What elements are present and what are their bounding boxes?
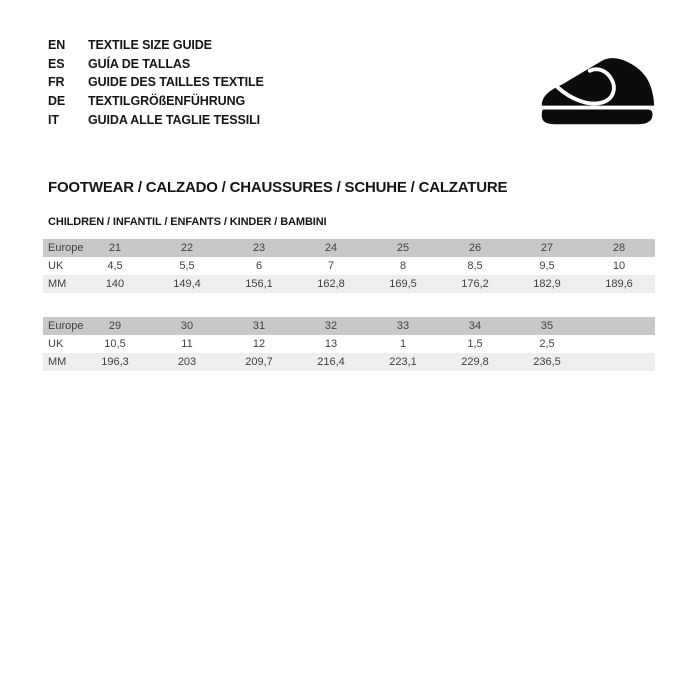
size-cell: 236,5: [511, 353, 583, 371]
size-cell: 13: [295, 335, 367, 353]
size-cell: 28: [583, 239, 655, 257]
language-row: FR GUIDE DES TAILLES TEXTILE: [48, 73, 264, 92]
language-row: DE TEXTILGRÖßENFÜHRUNG: [48, 92, 264, 111]
row-label: Europe: [43, 317, 83, 335]
size-cell: 12: [223, 335, 295, 353]
size-cell: 24: [295, 239, 367, 257]
shoe-icon-svg: [541, 58, 655, 125]
row-label: Europe: [43, 239, 83, 257]
row-label: MM: [43, 275, 79, 293]
size-cell: 26: [439, 239, 511, 257]
row-label: UK: [43, 335, 79, 353]
size-cell: 4,5: [79, 257, 151, 275]
size-cell: 32: [295, 317, 367, 335]
size-cell: 29: [79, 317, 151, 335]
size-cell: 35: [511, 317, 583, 335]
size-cell: [583, 335, 655, 353]
size-cell: 223,1: [367, 353, 439, 371]
children-size-table-1: Europe 21 22 23 24 25 26 27 28 UK 4,5 5,5 6 7 8 8,5 9,5 1…: [43, 239, 655, 293]
size-cell: 149,4: [151, 275, 223, 293]
section-title: FOOTWEAR / CALZADO / CHAUSSURES / SCHUHE…: [48, 179, 508, 196]
size-cell: 189,6: [583, 275, 655, 293]
size-cell: 8,5: [439, 257, 511, 275]
size-cell: 9,5: [511, 257, 583, 275]
size-cell: 162,8: [295, 275, 367, 293]
size-cell: 31: [223, 317, 295, 335]
size-cell: 23: [223, 239, 295, 257]
size-cell: 27: [511, 239, 583, 257]
size-cell: 1: [367, 335, 439, 353]
size-cell: 10: [583, 257, 655, 275]
size-cell: 169,5: [367, 275, 439, 293]
size-cell: 203: [151, 353, 223, 371]
size-cell: 216,4: [295, 353, 367, 371]
size-cell: 30: [151, 317, 223, 335]
size-cell: 7: [295, 257, 367, 275]
size-cell: [583, 353, 655, 371]
language-guide-list: EN TEXTILE SIZE GUIDE ES GUÍA DE TALLAS FR GU…: [48, 36, 264, 129]
language-code: DE: [48, 94, 66, 109]
size-cell: 176,2: [439, 275, 511, 293]
size-cell: 1,5: [439, 335, 511, 353]
language-row: IT GUIDA ALLE TAGLIE TESSILI: [48, 110, 264, 129]
size-cell: 209,7: [223, 353, 295, 371]
table-row: MM 140 149,4 156,1 162,8 169,5 176,2 182,9 189,6: [43, 275, 655, 293]
language-row: EN TEXTILE SIZE GUIDE: [48, 36, 264, 55]
language-label: TEXTILGRÖßENFÜHRUNG: [88, 94, 246, 109]
table-row: Europe 21 22 23 24 25 26 27 28: [43, 239, 655, 257]
table-row: Europe 29 30 31 32 33 34 35: [43, 317, 655, 335]
language-label: TEXTILE SIZE GUIDE: [88, 38, 212, 53]
shoe-icon: [534, 48, 658, 126]
size-cell: 140: [79, 275, 151, 293]
table-row: MM 196,3 203 209,7 216,4 223,1 229,8 236,5: [43, 353, 655, 371]
language-label: GUÍA DE TALLAS: [88, 56, 191, 71]
size-cell: 156,1: [223, 275, 295, 293]
language-label: GUIDA ALLE TAGLIE TESSILI: [88, 112, 261, 127]
size-cell: 10,5: [79, 335, 151, 353]
language-code: FR: [48, 75, 65, 90]
size-cell: 21: [79, 239, 151, 257]
size-cell: 33: [367, 317, 439, 335]
language-code: EN: [48, 38, 66, 53]
size-cell: 6: [223, 257, 295, 275]
shoe-upper-shape: [541, 58, 655, 106]
children-size-table-2: Europe 29 30 31 32 33 34 35 UK 10,5 11 12 13 1 1,5 2,5 M…: [43, 317, 655, 371]
language-code: IT: [48, 112, 59, 127]
language-label: GUIDE DES TAILLES TEXTILE: [88, 75, 264, 90]
size-cell: 8: [367, 257, 439, 275]
section-subtitle: CHILDREN / INFANTIL / ENFANTS / KINDER /…: [48, 216, 327, 228]
table-row: UK 4,5 5,5 6 7 8 8,5 9,5 10: [43, 257, 655, 275]
size-cell: 196,3: [79, 353, 151, 371]
size-cell: [583, 317, 655, 335]
size-cell: 25: [367, 239, 439, 257]
size-cell: 34: [439, 317, 511, 335]
row-label: UK: [43, 257, 79, 275]
shoe-strap-outline: [555, 67, 616, 106]
table-row: UK 10,5 11 12 13 1 1,5 2,5: [43, 335, 655, 353]
size-cell: 11: [151, 335, 223, 353]
row-label: MM: [43, 353, 79, 371]
language-row: ES GUÍA DE TALLAS: [48, 55, 264, 74]
size-cell: 5,5: [151, 257, 223, 275]
size-cell: 229,8: [439, 353, 511, 371]
size-cell: 22: [151, 239, 223, 257]
size-cell: 182,9: [511, 275, 583, 293]
shoe-sole-shape: [541, 109, 653, 125]
language-code: ES: [48, 56, 65, 71]
size-cell: 2,5: [511, 335, 583, 353]
